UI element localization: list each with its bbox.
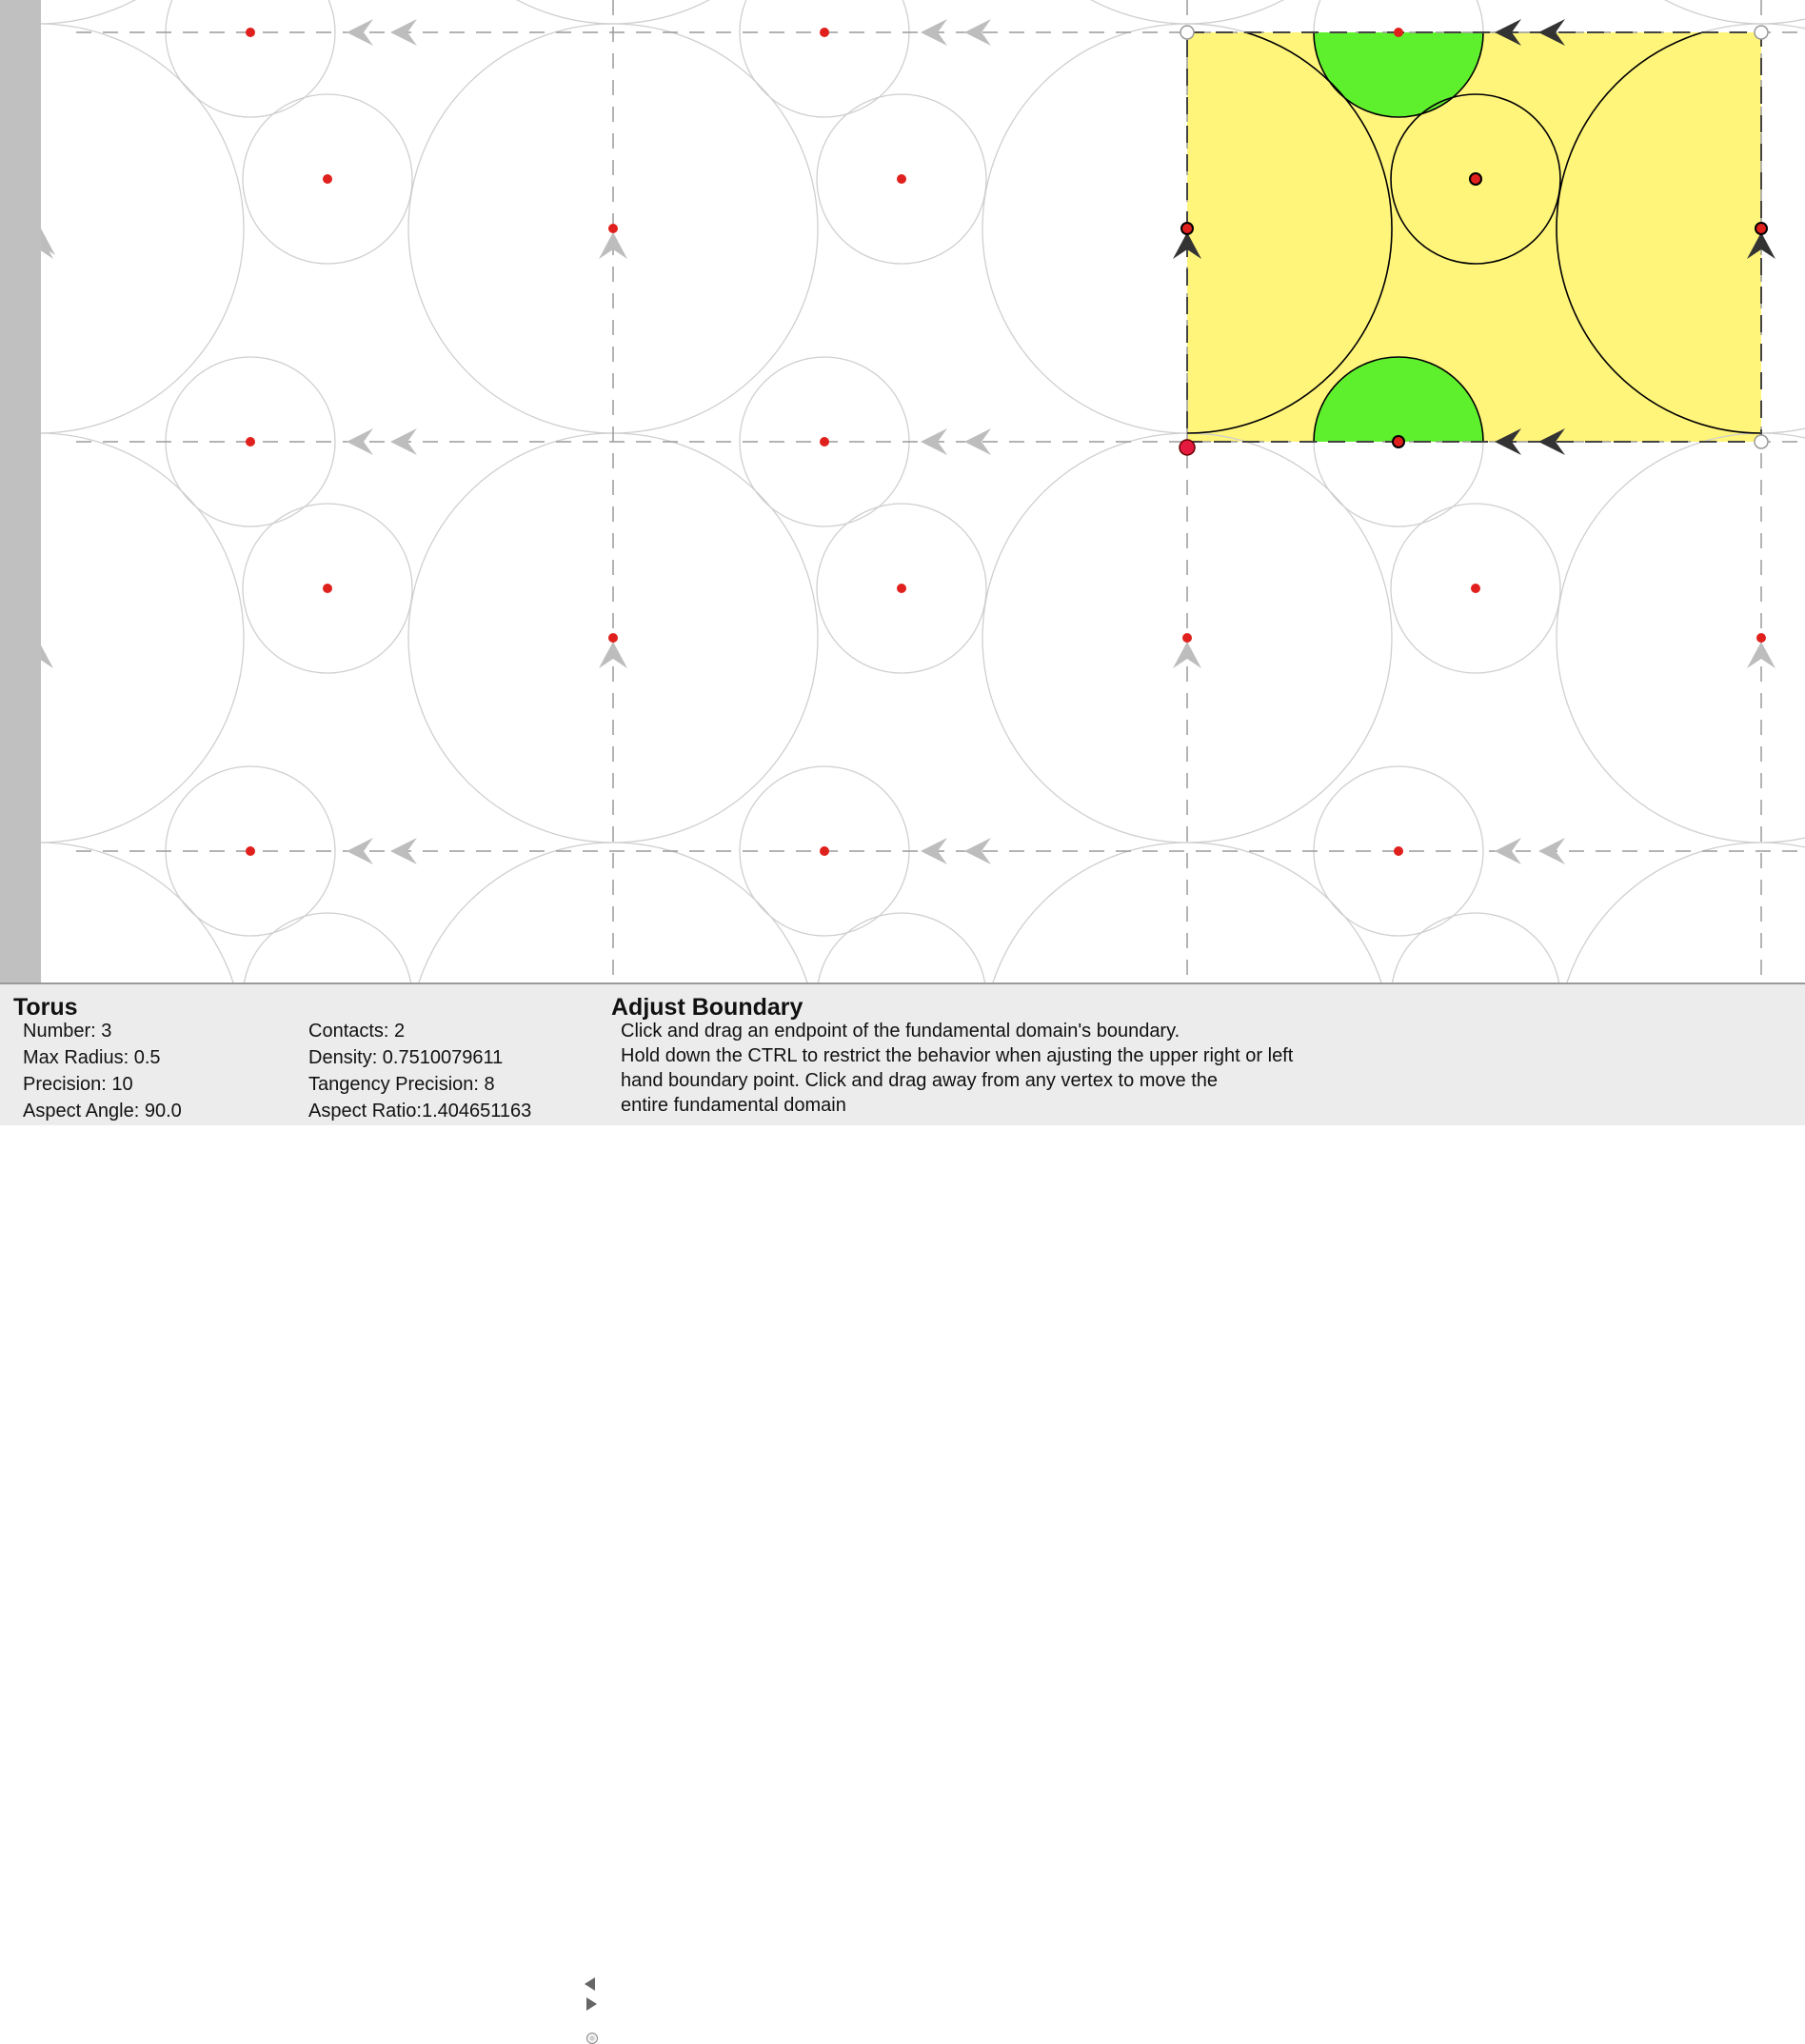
edge-direction-arrow-icon [1538,19,1565,46]
edge-direction-arrow-icon [1173,232,1201,259]
circle-center-point [246,28,255,37]
packing-circle [243,912,412,982]
edge-direction-arrow-icon [599,642,627,668]
boundary-handle[interactable] [1754,25,1769,40]
stat-number: Number: 3 [23,1021,112,1042]
tool-title: Adjust Boundary [611,994,803,1021]
tool-description-line: entire fundamental domain [621,1095,846,1116]
packing-canvas[interactable] [0,0,1805,982]
packing-circle [816,93,987,265]
space-title: Torus [13,994,78,1021]
boundary-handle[interactable] [1180,25,1195,40]
left-gutter [0,0,41,982]
circle-center-point [246,846,255,856]
circle-center-point [1394,846,1403,856]
edge-direction-arrow-icon [347,19,373,46]
edge-direction-arrow-icon [964,838,991,864]
packing-circle [1390,503,1561,674]
packing-circle [992,842,1382,982]
circle-center-point [608,224,618,233]
circle-center-point [1471,584,1480,593]
circle-center-point [323,174,332,184]
info-panel: Torus Number: 3 Max Radius: 0.5 Precisio… [0,982,1805,2044]
edge-direction-arrow-icon [964,428,991,455]
tool-description-line: Hold down the CTRL to restrict the behav… [621,1045,1294,1066]
edge-direction-arrow-icon [1538,428,1565,455]
edge-direction-arrow-icon [390,19,417,46]
next-tool-arrow-icon[interactable] [586,1997,597,2011]
domain-circle [1313,356,1484,442]
edge-direction-arrow-icon [347,838,373,864]
circle-center-point [1755,222,1768,235]
packing-circle [1566,842,1805,982]
circle-center-point [1180,222,1194,235]
domain-circle [1313,32,1484,118]
circle-center-point [323,584,332,593]
packing-circle [816,503,987,674]
edge-direction-arrow-icon [1747,232,1775,259]
circle-center-point [1392,435,1405,448]
circle-center-point [1756,633,1766,643]
edge-direction-arrow-icon [1747,642,1775,668]
stat-density: Density: 0.7510079611 [308,1047,504,1068]
packing-circle [817,912,986,982]
edge-direction-arrow-icon [1173,642,1201,668]
fundamental-domain [1187,32,1761,442]
circle-center-point [1182,633,1192,643]
edge-direction-arrow-icon [921,428,947,455]
edge-direction-arrow-icon [921,838,947,864]
highlighted-circle [1314,32,1483,117]
circle-center-point [897,584,906,593]
highlighted-circle [1314,357,1483,442]
edge-direction-arrow-icon [1495,838,1521,864]
circle-center-point [1394,28,1403,37]
stat-aspect-angle: Aspect Angle: 90.0 [23,1101,182,1121]
domain-circle [1187,32,1393,434]
stat-precision: Precision: 10 [23,1074,133,1095]
boundary-anchor-handle[interactable] [1179,439,1196,456]
packing-circle [418,842,808,982]
tool-description-line: Click and drag an endpoint of the fundam… [621,1021,1180,1042]
edge-direction-arrow-icon [921,19,947,46]
packing-circle [1391,912,1560,982]
circle-center-point [608,633,618,643]
boundary-handle[interactable] [1754,434,1769,449]
packing-circle [242,503,413,674]
circle-center-point [1469,172,1482,186]
edge-direction-arrow-icon [964,19,991,46]
domain-circle [1556,32,1761,434]
stat-max-radius: Max Radius: 0.5 [23,1047,161,1068]
circle-center-point [820,846,829,856]
edge-direction-arrow-icon [390,428,417,455]
edge-direction-arrow-icon [1538,838,1565,864]
edge-direction-arrow-icon [599,232,627,259]
tool-radio-button[interactable] [586,2033,598,2044]
tool-description-line: hand boundary point. Click and drag away… [621,1070,1219,1091]
circle-center-point [820,437,829,447]
circle-center-point [820,28,829,37]
domain-circle [1390,93,1561,265]
stat-tangency-precision: Tangency Precision: 8 [308,1074,495,1095]
edge-direction-arrow-icon [390,838,417,864]
stat-aspect-ratio: Aspect Ratio:1.404651163 [308,1101,532,1121]
packing-circle [242,93,413,265]
stat-contacts: Contacts: 2 [308,1021,406,1042]
previous-tool-arrow-icon[interactable] [585,1977,595,1991]
edge-direction-arrow-icon [347,428,373,455]
edge-direction-arrow-icon [1495,428,1521,455]
edge-direction-arrow-icon [1495,19,1521,46]
circle-center-point [897,174,906,184]
circle-center-point [246,437,255,447]
